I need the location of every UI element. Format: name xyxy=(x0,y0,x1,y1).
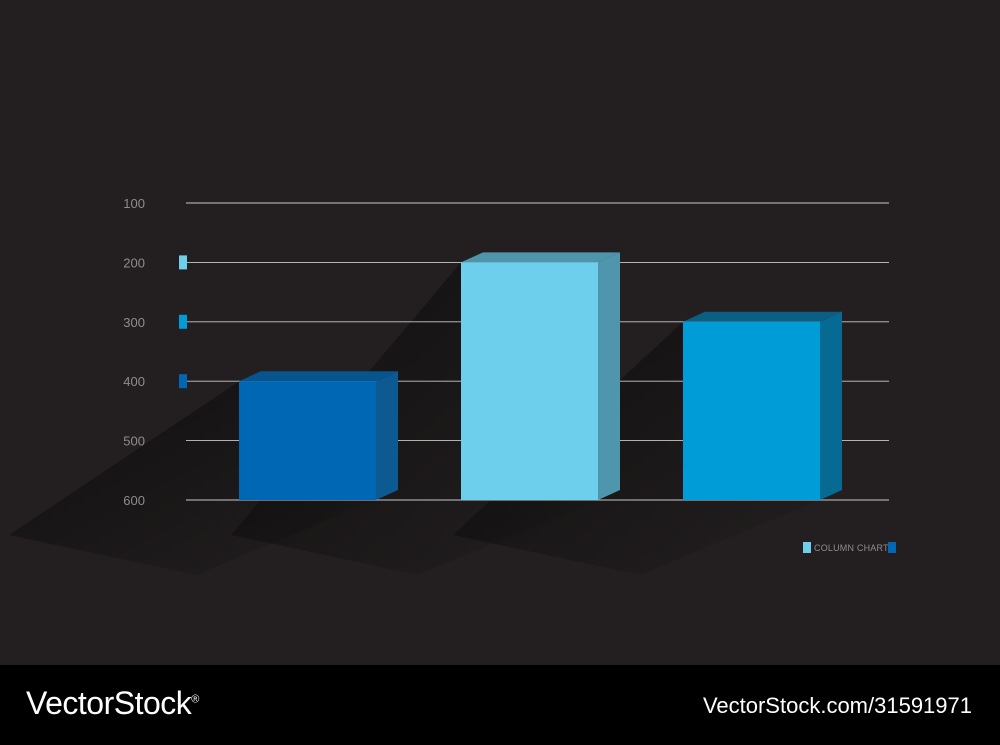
bar-side xyxy=(820,311,842,500)
bar-side xyxy=(376,371,398,500)
watermark-footer: VectorStock® VectorStock.com/31591971 xyxy=(0,665,1000,745)
bar-top xyxy=(461,252,620,263)
y-tick-label: 100 xyxy=(123,196,145,211)
bar xyxy=(239,381,376,500)
y-tick-label: 500 xyxy=(123,434,145,449)
bar-top xyxy=(683,311,842,322)
registered-mark: ® xyxy=(191,693,199,706)
axis-marker xyxy=(179,374,187,389)
legend: COLUMN CHART xyxy=(803,542,896,553)
y-tick-label: 300 xyxy=(123,315,145,330)
bar-side xyxy=(598,252,620,500)
bar xyxy=(683,321,820,500)
bar-top xyxy=(239,371,398,382)
brand-name: VectorStock xyxy=(26,685,192,721)
y-tick-label: 600 xyxy=(123,493,145,508)
bars xyxy=(239,252,842,500)
axis-marker xyxy=(179,314,187,329)
y-tick-label: 400 xyxy=(123,374,145,389)
image-id: VectorStock.com/31591971 xyxy=(702,693,972,718)
y-axis-ticks: 100 200 300 400 500 600 xyxy=(123,196,145,508)
bar xyxy=(461,262,598,500)
y-tick-label: 200 xyxy=(123,255,145,270)
legend-swatch-left xyxy=(803,542,811,553)
brand-logo: VectorStock® xyxy=(26,685,199,722)
column-chart: 100 200 300 400 500 600 COLUMN CHART xyxy=(9,196,896,575)
legend-label: COLUMN CHART xyxy=(814,543,889,553)
axis-marker xyxy=(179,255,187,270)
legend-swatch-right xyxy=(888,542,896,553)
axis-markers xyxy=(179,255,187,389)
